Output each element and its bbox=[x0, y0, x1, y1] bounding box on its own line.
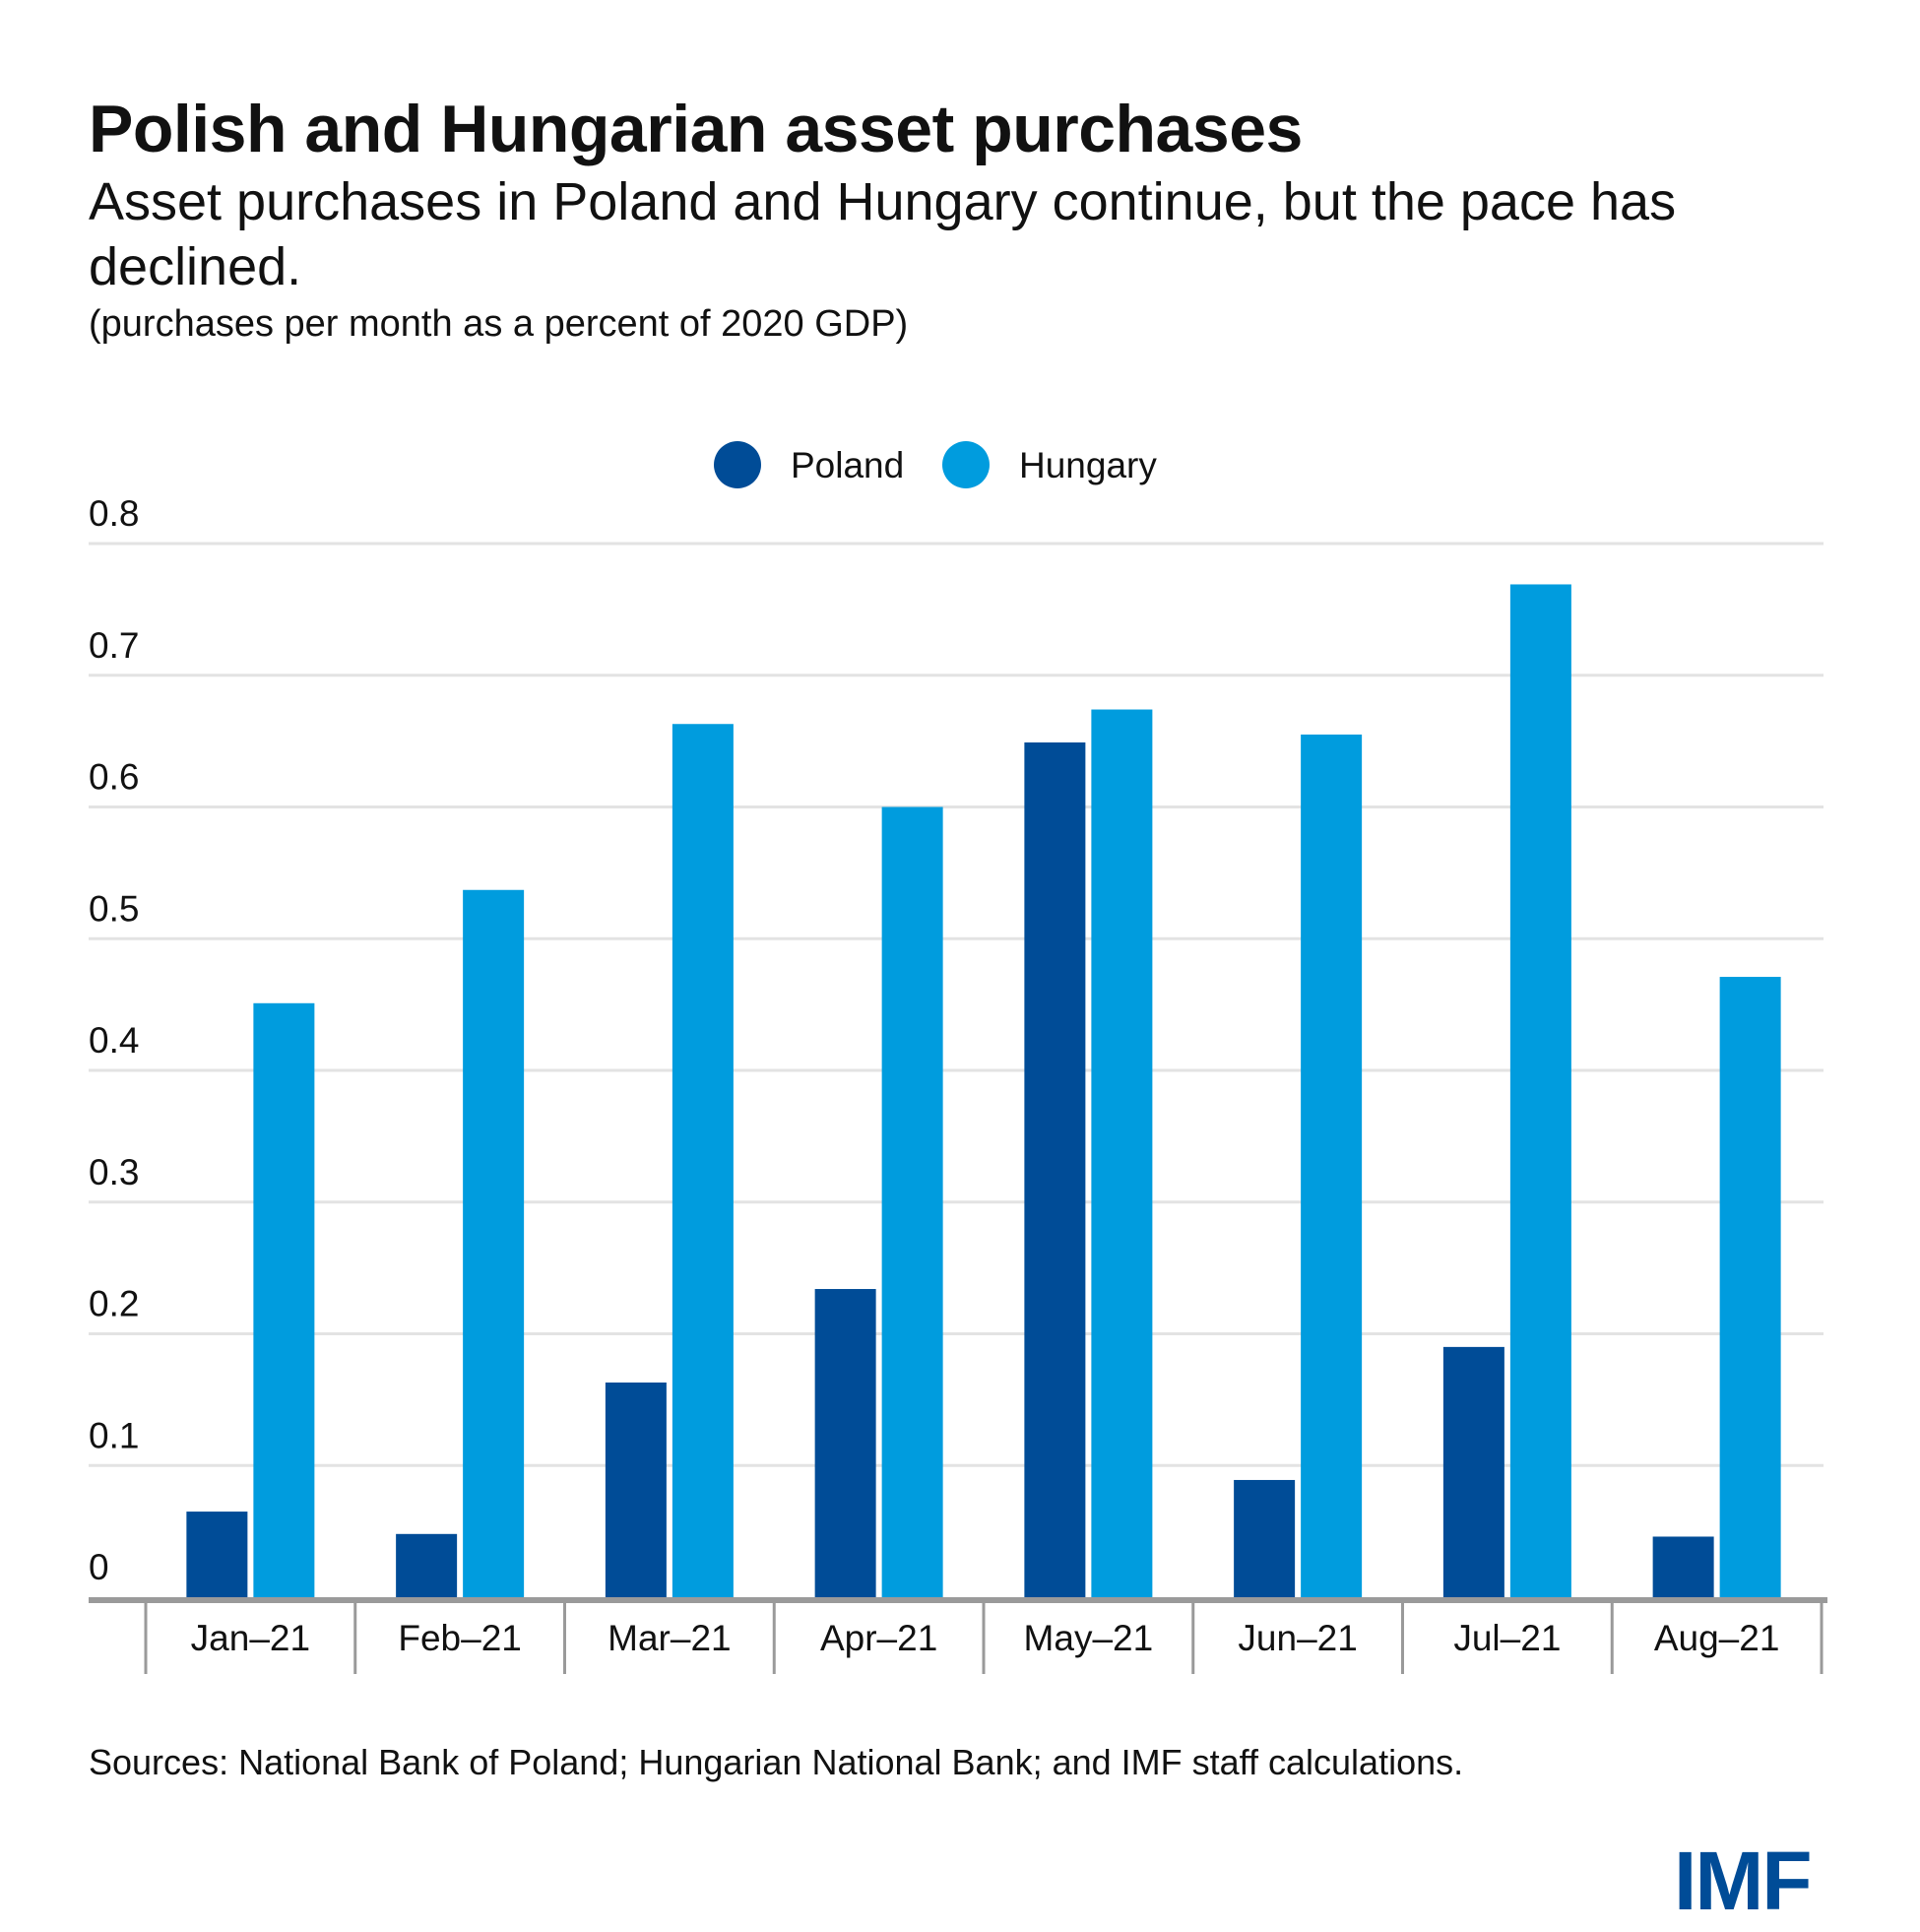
bar-hungary bbox=[881, 806, 943, 1597]
x-tick-label: Jul–21 bbox=[1453, 1618, 1561, 1658]
x-tick-label: Aug–21 bbox=[1654, 1618, 1780, 1658]
bar-poland bbox=[605, 1382, 667, 1597]
bar-hungary bbox=[463, 889, 525, 1597]
y-tick-label: 0.7 bbox=[89, 625, 139, 666]
y-tick-label: 0.2 bbox=[89, 1284, 139, 1324]
y-tick-label: 0.8 bbox=[89, 493, 139, 534]
bar-hungary bbox=[1719, 977, 1781, 1597]
imf-logo: IMF bbox=[1674, 1835, 1813, 1927]
y-tick-label: 0.3 bbox=[89, 1152, 139, 1192]
bar-hungary bbox=[672, 724, 734, 1597]
chart-subtitle: Asset purchases in Poland and Hungary co… bbox=[89, 172, 1677, 296]
legend-label-poland: Poland bbox=[791, 445, 904, 485]
x-tick-label: Apr–21 bbox=[820, 1618, 937, 1658]
bar-poland bbox=[1442, 1346, 1504, 1597]
bar-poland bbox=[186, 1512, 248, 1597]
y-tick-label: 0.6 bbox=[89, 757, 139, 798]
source-note: Sources: National Bank of Poland; Hungar… bbox=[89, 1742, 1464, 1782]
legend-swatch-hungary bbox=[942, 441, 990, 488]
y-tick-label: 0.5 bbox=[89, 888, 139, 929]
x-tick-label: Jun–21 bbox=[1238, 1618, 1357, 1658]
x-tick-label: Feb–21 bbox=[398, 1618, 522, 1658]
bar-hungary bbox=[1091, 709, 1153, 1597]
bar-poland bbox=[396, 1533, 458, 1597]
bar-poland bbox=[814, 1289, 876, 1597]
chart-title: Polish and Hungarian asset purchases bbox=[89, 92, 1303, 166]
units-label: (purchases per month as a percent of 202… bbox=[89, 303, 909, 345]
y-tick-label: 0.4 bbox=[89, 1020, 139, 1061]
y-tick-label: 0 bbox=[89, 1547, 109, 1587]
legend-label-hungary: Hungary bbox=[1019, 445, 1157, 485]
x-tick-label: May–21 bbox=[1024, 1618, 1154, 1658]
bar-poland bbox=[1234, 1479, 1296, 1597]
bar-hungary bbox=[1509, 584, 1571, 1597]
bar-poland bbox=[1652, 1536, 1714, 1597]
bar-hungary bbox=[253, 1002, 315, 1597]
bar-hungary bbox=[1301, 734, 1363, 1597]
x-tick-label: Mar–21 bbox=[608, 1618, 731, 1658]
legend-swatch-poland bbox=[714, 441, 761, 488]
x-tick-label: Jan–21 bbox=[191, 1618, 310, 1658]
bar-poland bbox=[1024, 741, 1086, 1597]
y-tick-label: 0.1 bbox=[89, 1415, 139, 1455]
